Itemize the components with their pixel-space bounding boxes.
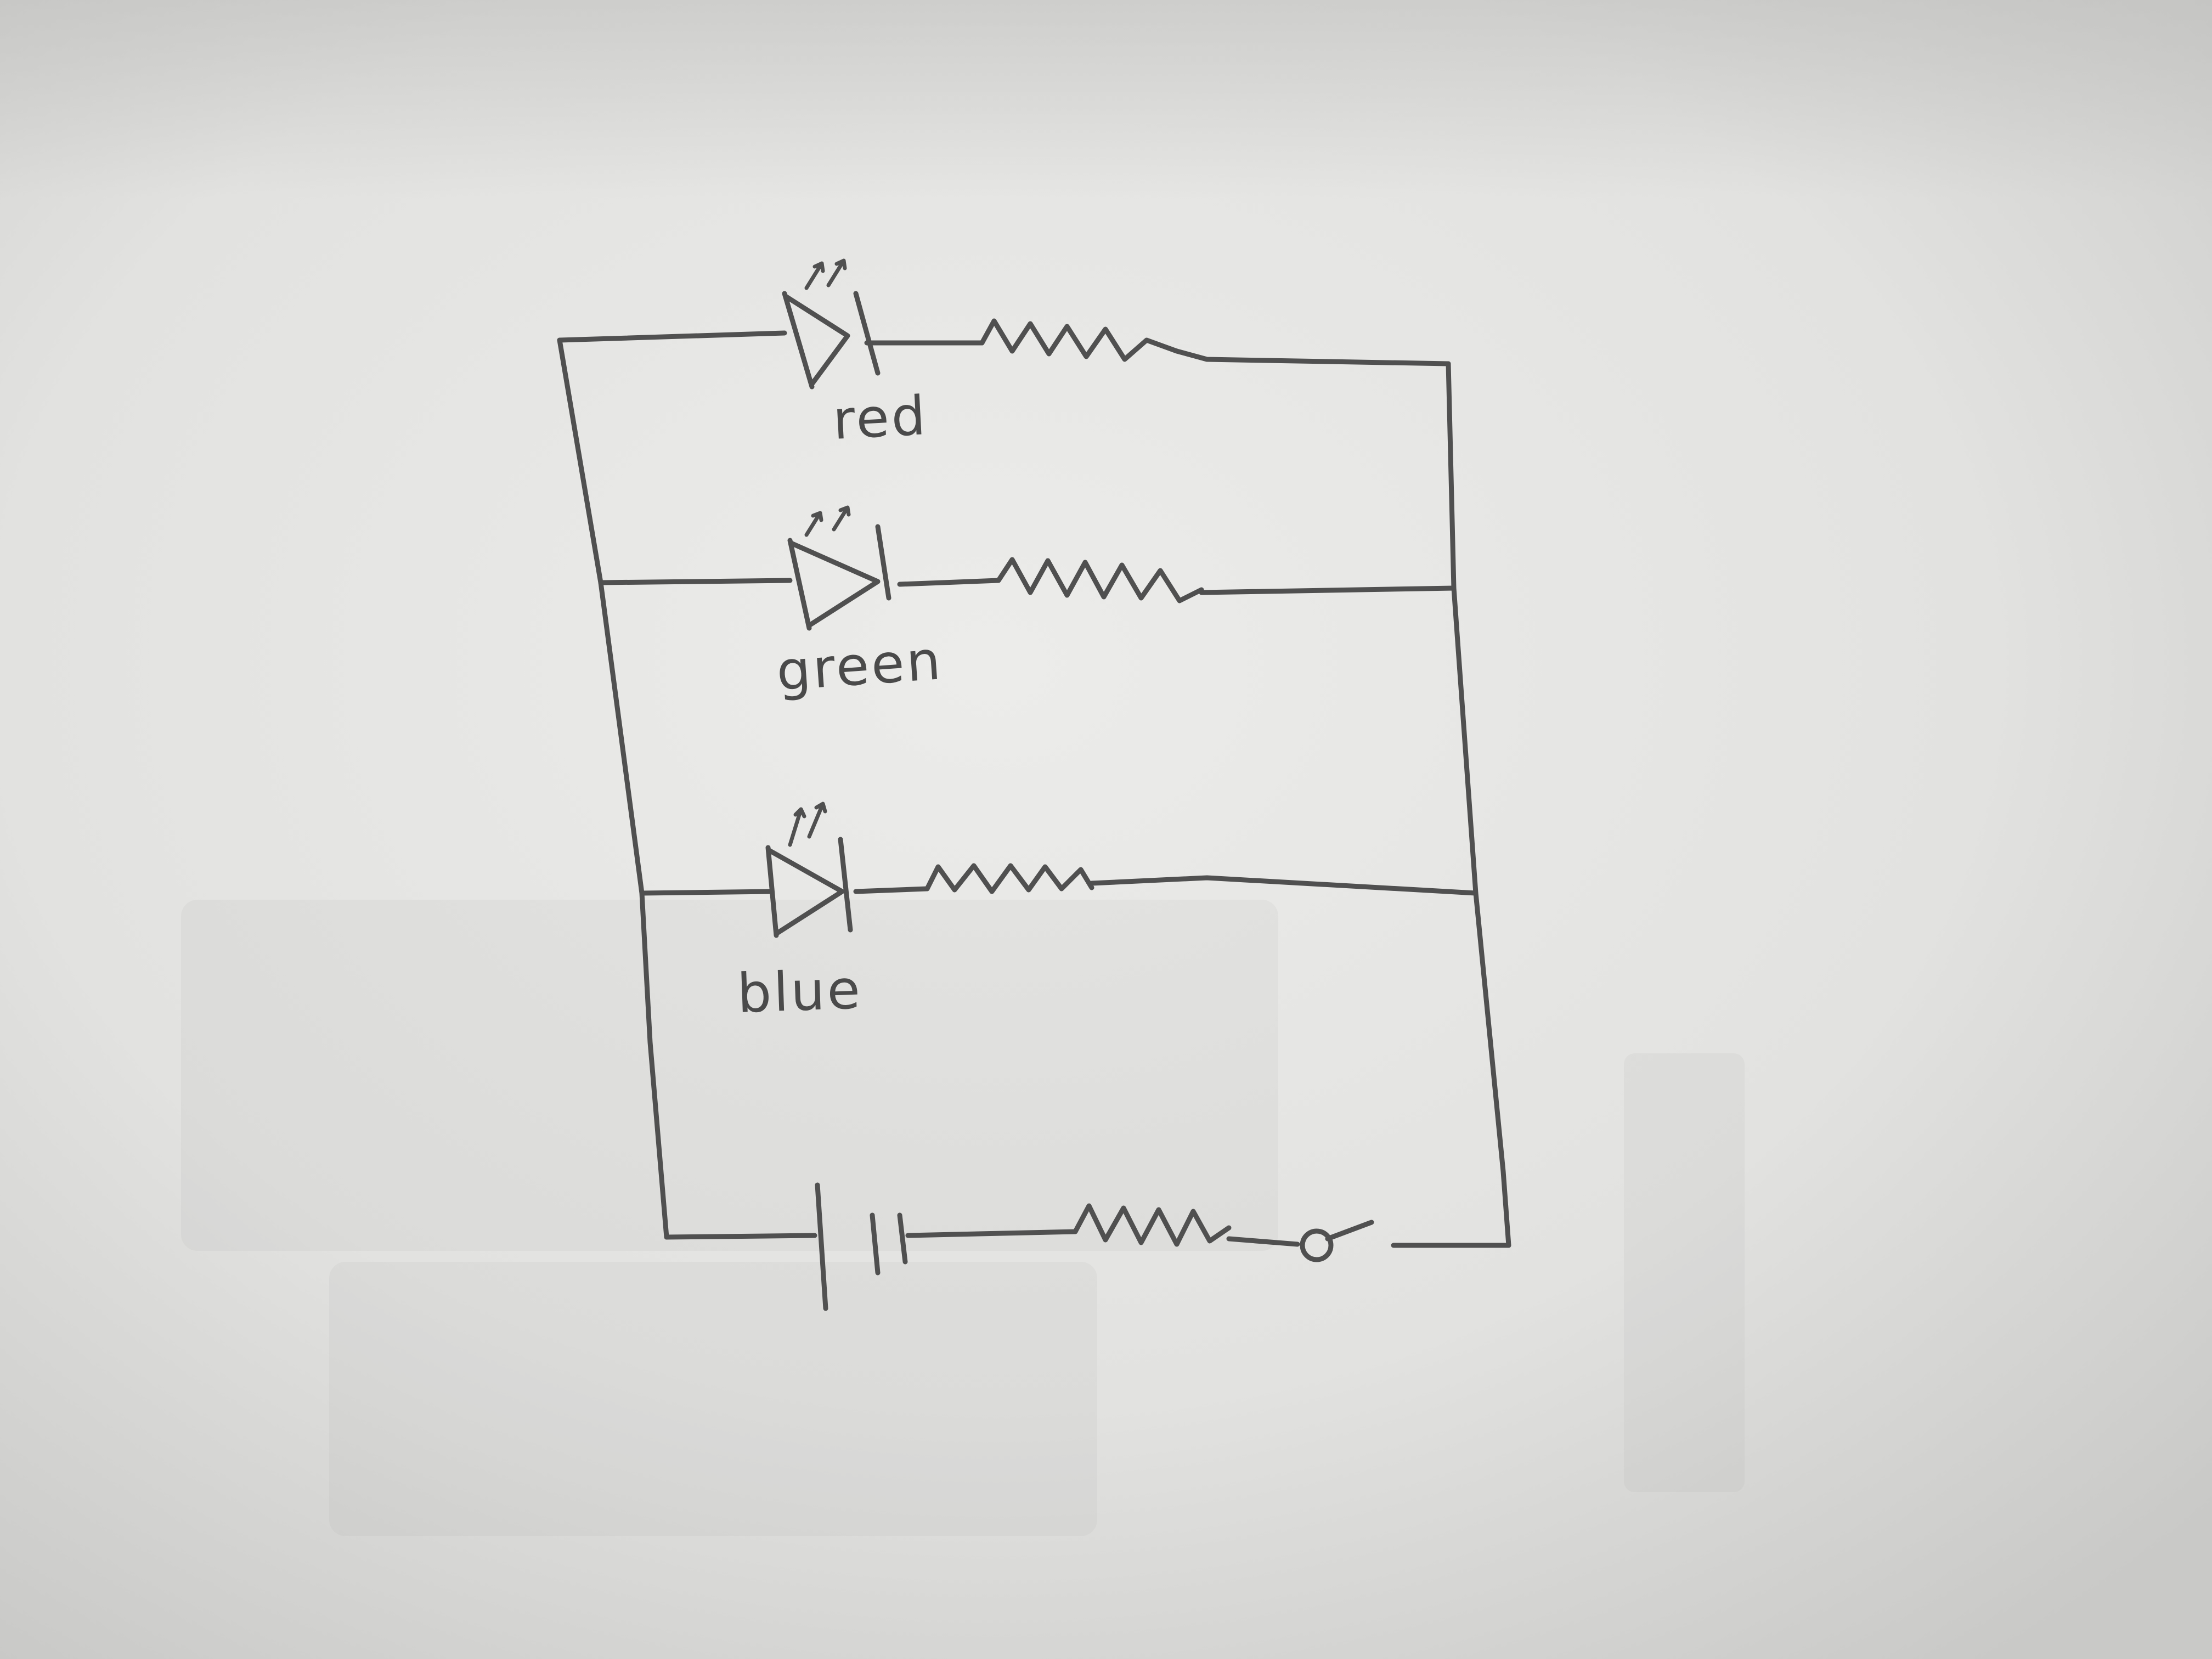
- label-red: red: [831, 385, 929, 452]
- rail-right: [1446, 361, 1511, 1248]
- wire: [557, 330, 787, 343]
- resistor-green: [996, 557, 1204, 603]
- resistor-blue: [924, 863, 1094, 894]
- led-red: [782, 258, 881, 390]
- source-branch: [664, 1182, 1511, 1311]
- branch-red: [557, 258, 1451, 390]
- led-blue: [765, 802, 853, 938]
- rail-left: [557, 337, 669, 1240]
- switch-open: [1300, 1220, 1374, 1262]
- branch-blue: [639, 802, 1479, 938]
- label-blue: blue: [736, 958, 864, 1025]
- led-green: [787, 505, 891, 631]
- battery: [815, 1182, 908, 1311]
- paper-show-through: [181, 900, 1745, 1536]
- label-green: green: [775, 629, 945, 703]
- resistor-red: [979, 318, 1180, 362]
- branch-green: [598, 505, 1457, 631]
- resistor-source: [1073, 1203, 1232, 1247]
